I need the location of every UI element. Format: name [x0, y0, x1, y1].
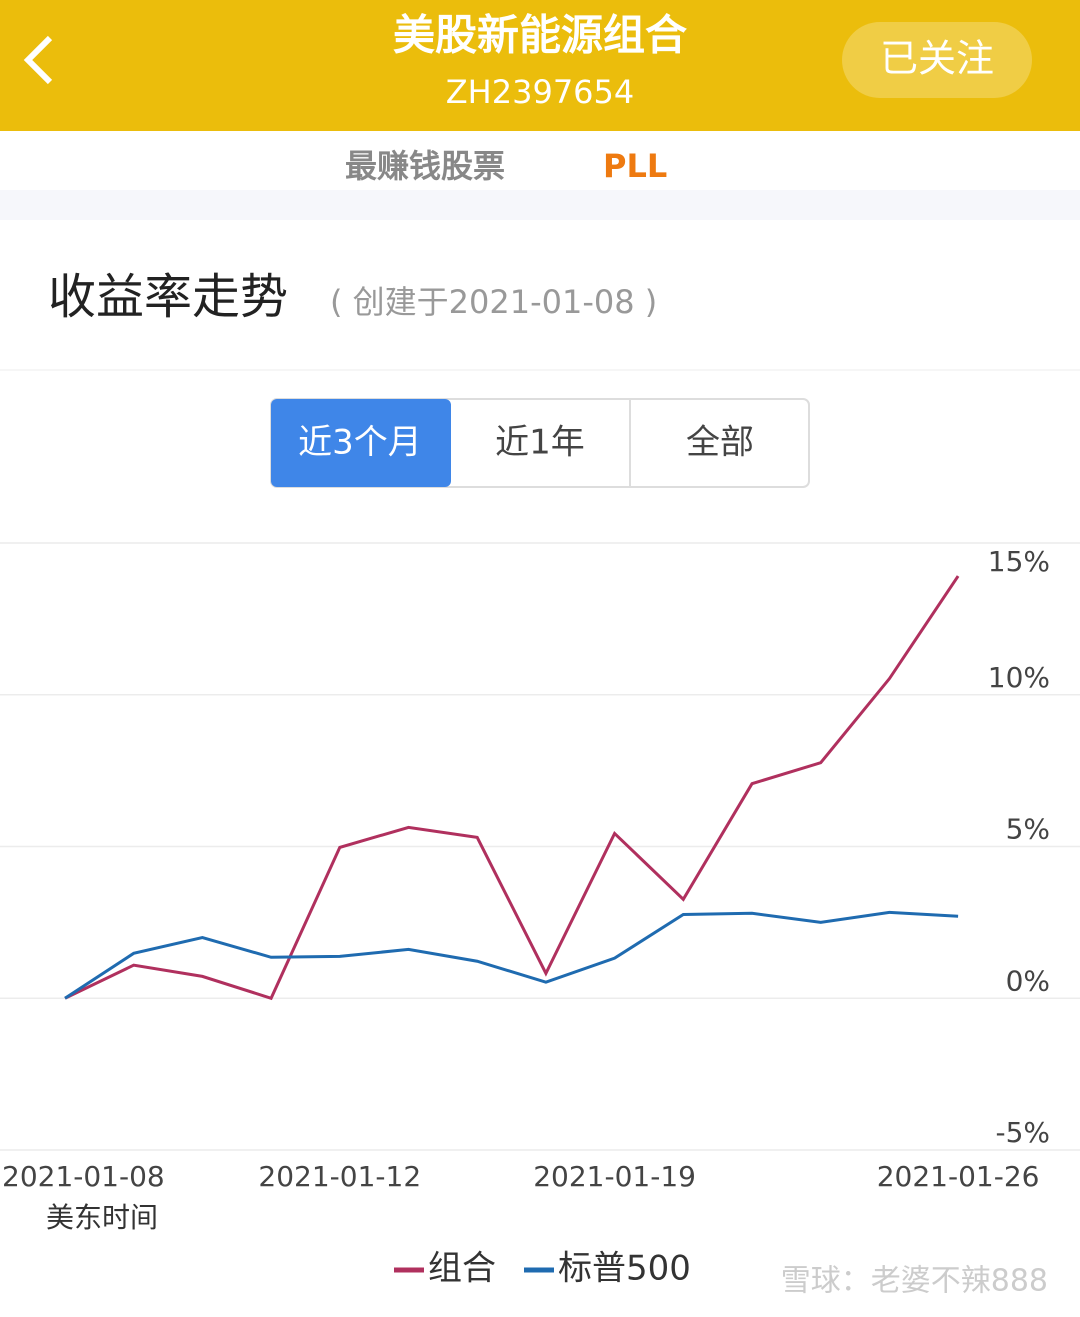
- y-tick-label: 15%: [988, 545, 1050, 578]
- x-note: 美东时间: [46, 1201, 158, 1234]
- legend-label: 标普500: [558, 1249, 691, 1289]
- watermark: 雪球：老婆不辣888: [781, 1264, 1048, 1299]
- x-tick-label: 2021-01-19: [533, 1160, 696, 1193]
- x-tick-label: 2021-01-12: [258, 1160, 421, 1193]
- follow-label: 已关注: [880, 37, 994, 81]
- tab[interactable]: 全部: [686, 423, 754, 463]
- portfolio-title: 美股新能源组合: [393, 11, 687, 60]
- banner-label: 最赚钱股票: [345, 147, 505, 185]
- series-line: [64, 910, 959, 1000]
- x-tick-label: 2021-01-08: [2, 1160, 165, 1193]
- y-tick-label: 0%: [1006, 964, 1050, 997]
- section-note: ( 创建于2021-01-08 ): [330, 283, 657, 321]
- y-tick-label: 5%: [1006, 813, 1050, 846]
- tab[interactable]: 近3个月: [298, 423, 422, 463]
- legend-label: 组合: [428, 1249, 496, 1289]
- tab[interactable]: 近1年: [495, 423, 585, 463]
- divider: [0, 190, 1080, 220]
- y-tick-label: 10%: [988, 661, 1050, 694]
- x-tick-label: 2021-01-26: [877, 1160, 1040, 1193]
- portfolio-code: ZH2397654: [446, 73, 635, 111]
- follow-button[interactable]: [842, 22, 1032, 98]
- back-button[interactable]: [23, 35, 53, 85]
- section-title: 收益率走势: [48, 269, 288, 325]
- banner-stock[interactable]: PLL: [603, 147, 667, 185]
- y-tick-label: -5%: [995, 1116, 1050, 1149]
- series-line: [64, 575, 960, 1001]
- tab-active[interactable]: [271, 399, 451, 487]
